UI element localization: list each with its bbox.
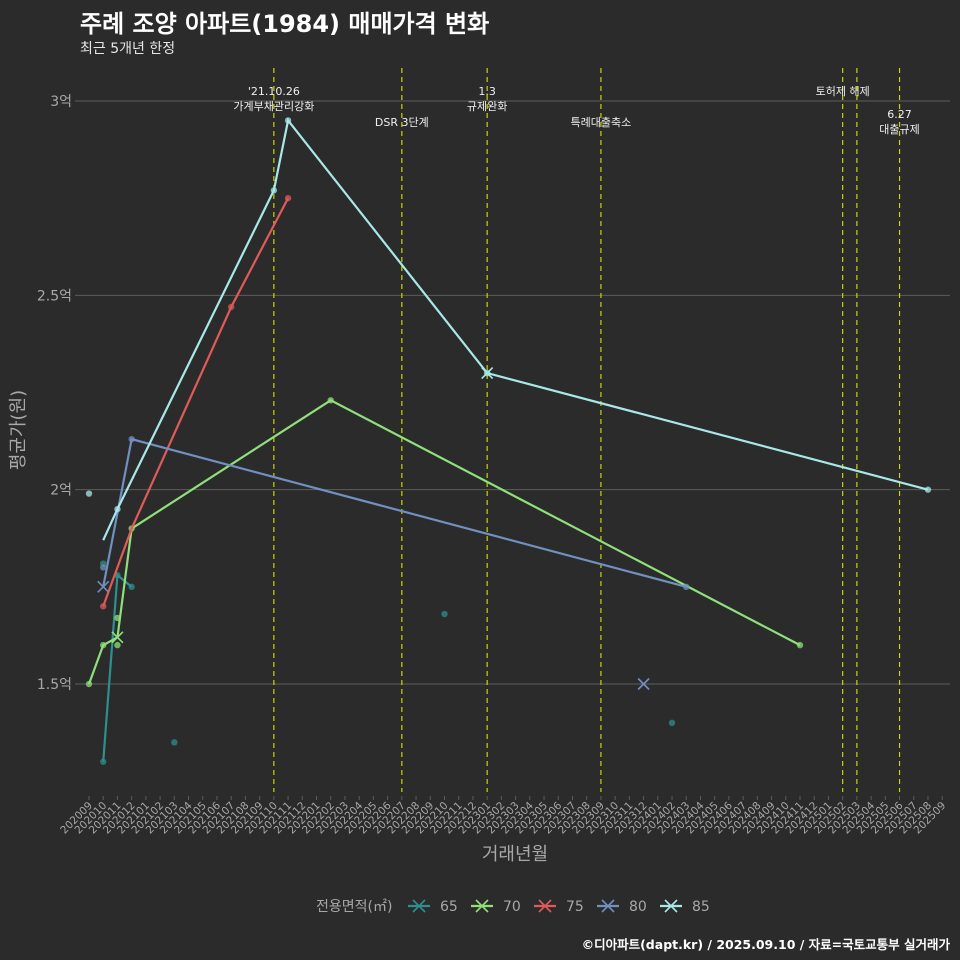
legend-swatch-cross xyxy=(412,899,426,913)
event-label: 대출규제 xyxy=(879,123,919,136)
data-point xyxy=(327,397,334,404)
data-point xyxy=(128,583,135,591)
legend-item-75: 75 xyxy=(534,899,584,915)
legend-label: 85 xyxy=(692,899,710,915)
data-point xyxy=(114,641,121,649)
series-line xyxy=(102,437,687,588)
legend-label: 65 xyxy=(440,899,458,915)
event-label: 특례대출축소 xyxy=(571,116,632,129)
data-point xyxy=(100,564,107,571)
source-caption: ©디아파트(dapt.kr) / 2025.09.10 / 자료=국토교통부 실… xyxy=(581,937,950,952)
data-point xyxy=(270,187,278,194)
data-point xyxy=(284,117,292,124)
y-axis-title: 평균가(원) xyxy=(8,390,29,470)
series-line xyxy=(102,572,133,762)
series-line xyxy=(102,197,290,607)
data-point xyxy=(171,739,178,746)
data-point xyxy=(284,194,292,202)
series-line xyxy=(87,399,801,685)
event-label: 규제완화 xyxy=(467,100,507,113)
event-label: 가계부채관리강화 xyxy=(233,100,314,113)
legend-swatch-cross xyxy=(538,899,552,913)
series-75 xyxy=(100,194,292,610)
legend-swatch-cross xyxy=(664,899,678,913)
data-point xyxy=(228,303,235,311)
data-point xyxy=(100,758,107,765)
cross-mark xyxy=(637,677,650,691)
event-label: 1.3 xyxy=(478,85,496,98)
series-70 xyxy=(85,397,804,688)
data-point xyxy=(85,490,93,497)
series-group xyxy=(85,117,932,765)
data-point xyxy=(796,641,804,649)
legend-item-80: 80 xyxy=(597,899,647,915)
cross-mark xyxy=(481,367,494,380)
data-point xyxy=(441,610,448,618)
data-point xyxy=(924,486,932,493)
data-point xyxy=(85,680,93,688)
y-tick-label: 2억 xyxy=(50,483,72,499)
legend-label: 75 xyxy=(566,899,584,915)
legend: 전용면적(㎡) 65 70 75 80 85 xyxy=(316,899,710,915)
y-tick-label: 3억 xyxy=(50,94,72,110)
legend-label: 80 xyxy=(629,899,647,915)
chart-subtitle: 최근 5개년 한정 xyxy=(80,41,176,57)
cross-mark xyxy=(97,580,110,593)
data-point xyxy=(128,435,135,443)
event-label: DSR 3단계 xyxy=(375,116,429,129)
legend-item-70: 70 xyxy=(471,899,521,915)
series-80 xyxy=(97,435,690,691)
legend-swatch-cross xyxy=(601,899,615,913)
legend-item-65: 65 xyxy=(408,899,458,915)
chart-title: 주례 조양 아파트(1984) 매매가격 변화 xyxy=(80,10,490,38)
cross-mark xyxy=(111,631,124,644)
series-line xyxy=(102,117,929,541)
data-point xyxy=(668,719,676,727)
data-point xyxy=(114,505,121,513)
data-point xyxy=(100,641,107,649)
legend-swatch-cross xyxy=(475,899,489,913)
event-label: 토허제 해제 xyxy=(816,84,870,98)
x-axis-title: 거래년월 xyxy=(482,844,548,865)
series-85 xyxy=(85,117,932,541)
legend-title: 전용면적(㎡) xyxy=(316,899,392,915)
series-65 xyxy=(100,560,676,765)
legend-label: 70 xyxy=(503,899,521,915)
event-label: 6.27 xyxy=(887,108,912,121)
y-tick-label: 2.5억 xyxy=(37,288,72,304)
y-tick-label: 1.5억 xyxy=(37,677,72,693)
axes: 1.5억2억2.5억3억2020092020102020112020122021… xyxy=(8,94,948,865)
data-point xyxy=(114,614,121,622)
gridlines xyxy=(80,100,950,685)
legend-item-85: 85 xyxy=(660,899,710,915)
data-point xyxy=(100,603,107,610)
event-label: '21.10.26 xyxy=(248,85,300,98)
data-point xyxy=(683,583,690,591)
